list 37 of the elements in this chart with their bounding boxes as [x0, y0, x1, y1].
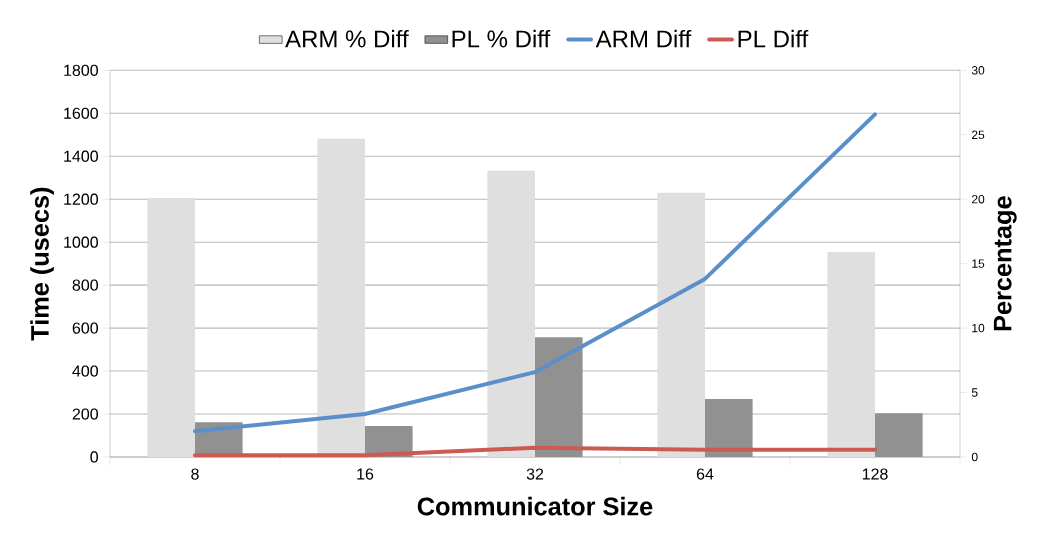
y-axis-title: Time (usecs): [30, 187, 54, 341]
y2-tick-label: 0: [971, 452, 978, 462]
y-tick-label: 200: [72, 408, 98, 420]
x-tick-label: 64: [696, 468, 714, 480]
line-series: [193, 112, 878, 434]
y2-tick-label: 15: [972, 259, 985, 268]
bar: [147, 197, 196, 457]
y-tick-label: 1000: [64, 236, 98, 248]
y2-tick-label: 25: [971, 130, 985, 140]
x-tick-label: 16: [357, 468, 374, 480]
x-tick-label: 8: [191, 468, 199, 480]
y-tick-label: 400: [72, 365, 98, 377]
y-tick-label: 1200: [64, 193, 98, 205]
legend-label: PL % Diff: [452, 29, 551, 48]
legend-label: PL Diff: [738, 29, 809, 48]
bar: [827, 252, 876, 457]
x-tick-label: 32: [526, 468, 544, 480]
y-tick-label: 1400: [64, 150, 98, 162]
y-tick-label: 600: [72, 322, 98, 334]
bar: [487, 170, 535, 457]
y-tick-label: 0: [90, 451, 99, 463]
y2-axis-title: Percentage: [993, 196, 1017, 331]
y-tick-label: 1800: [64, 64, 98, 76]
y-tick-label: 1600: [64, 107, 98, 119]
bar: [875, 413, 923, 457]
bar: [535, 337, 583, 457]
y2-tick-label: 30: [971, 66, 985, 75]
bar: [657, 192, 706, 457]
bar: [705, 399, 753, 457]
y2-tick-label: 20: [971, 194, 985, 204]
y2-tick-label: 5: [971, 388, 978, 397]
x-tick-label: 128: [862, 468, 888, 480]
legend-label: ARM % Diff: [285, 29, 409, 48]
y-tick-label: 800: [72, 279, 98, 291]
x-axis-title: Communicator Size: [417, 496, 653, 516]
legend-label: ARM Diff: [595, 29, 692, 48]
y2-tick-label: 10: [972, 323, 985, 333]
